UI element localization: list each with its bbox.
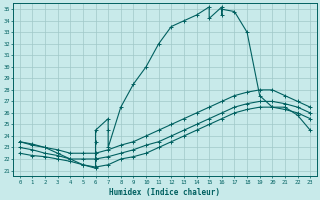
X-axis label: Humidex (Indice chaleur): Humidex (Indice chaleur) — [109, 188, 220, 197]
